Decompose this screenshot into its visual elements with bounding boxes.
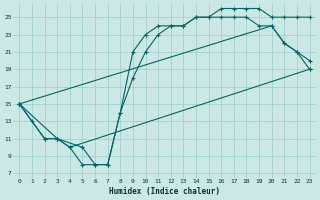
X-axis label: Humidex (Indice chaleur): Humidex (Indice chaleur) — [109, 187, 220, 196]
